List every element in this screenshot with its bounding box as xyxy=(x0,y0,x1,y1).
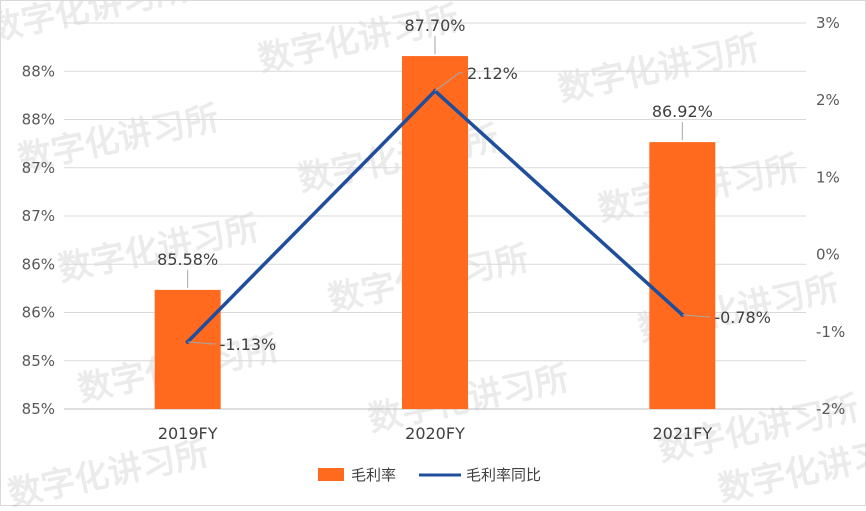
line-label-leader xyxy=(434,72,463,92)
legend-bar-swatch xyxy=(318,468,344,481)
bar-series xyxy=(154,56,716,409)
watermark-text: 数字化讲习所 xyxy=(295,118,503,200)
right-tick-label: -2% xyxy=(816,400,845,418)
left-tick-label: 85% xyxy=(22,400,55,418)
line-value-label: -0.78% xyxy=(714,308,771,327)
left-tick-label: 87% xyxy=(22,159,55,177)
bar-2021FY xyxy=(649,142,716,409)
bar-value-label: 86.92% xyxy=(652,102,713,121)
watermark-text: 数字化讲习所 xyxy=(365,358,573,440)
watermark-text: 数字化讲习所 xyxy=(5,433,213,507)
right-tick-label: 3% xyxy=(816,14,840,32)
category-label: 2021FY xyxy=(652,424,712,443)
left-tick-label: 86% xyxy=(22,304,55,322)
right-tick-label: 0% xyxy=(816,246,840,264)
bar-value-label: 87.70% xyxy=(404,16,465,35)
category-label: 2019FY xyxy=(158,424,218,443)
right-tick-label: 1% xyxy=(816,168,840,186)
bar-2020FY xyxy=(402,56,468,409)
left-tick-label: 88% xyxy=(22,111,55,129)
right-tick-label: 2% xyxy=(816,91,840,109)
watermark-text: 数字化讲习所 xyxy=(555,28,763,110)
right-axis: -2% -1% 0% 1% 2% 3% xyxy=(816,14,845,418)
line-label-leader xyxy=(187,341,216,345)
bar-value-label: 85.58% xyxy=(157,250,218,269)
data-labels: 85.58% 87.70% 86.92% -1.13% 2.12% -0.78% xyxy=(157,16,771,354)
category-axis: 2019FY 2020FY 2021FY xyxy=(158,424,713,443)
watermark-text: 数字化讲习所 xyxy=(1,1,192,50)
legend-bar-label: 毛利率 xyxy=(351,466,396,484)
left-tick-label: 87% xyxy=(22,207,55,225)
left-tick-label: 85% xyxy=(22,352,55,370)
left-tick-label: 86% xyxy=(22,255,55,273)
bar-2019FY xyxy=(154,289,221,409)
legend: 毛利率 毛利率同比 xyxy=(318,466,541,484)
right-tick-label: -1% xyxy=(816,323,845,341)
category-label: 2020FY xyxy=(405,424,465,443)
line-label-leader xyxy=(682,314,711,318)
legend-line-label: 毛利率同比 xyxy=(466,466,541,484)
line-value-label: -1.13% xyxy=(220,335,277,354)
left-tick-label: 88% xyxy=(22,62,55,80)
left-axis: 85% 85% 86% 86% 87% 87% 88% 88% xyxy=(22,62,55,418)
line-value-label: 2.12% xyxy=(467,64,518,83)
